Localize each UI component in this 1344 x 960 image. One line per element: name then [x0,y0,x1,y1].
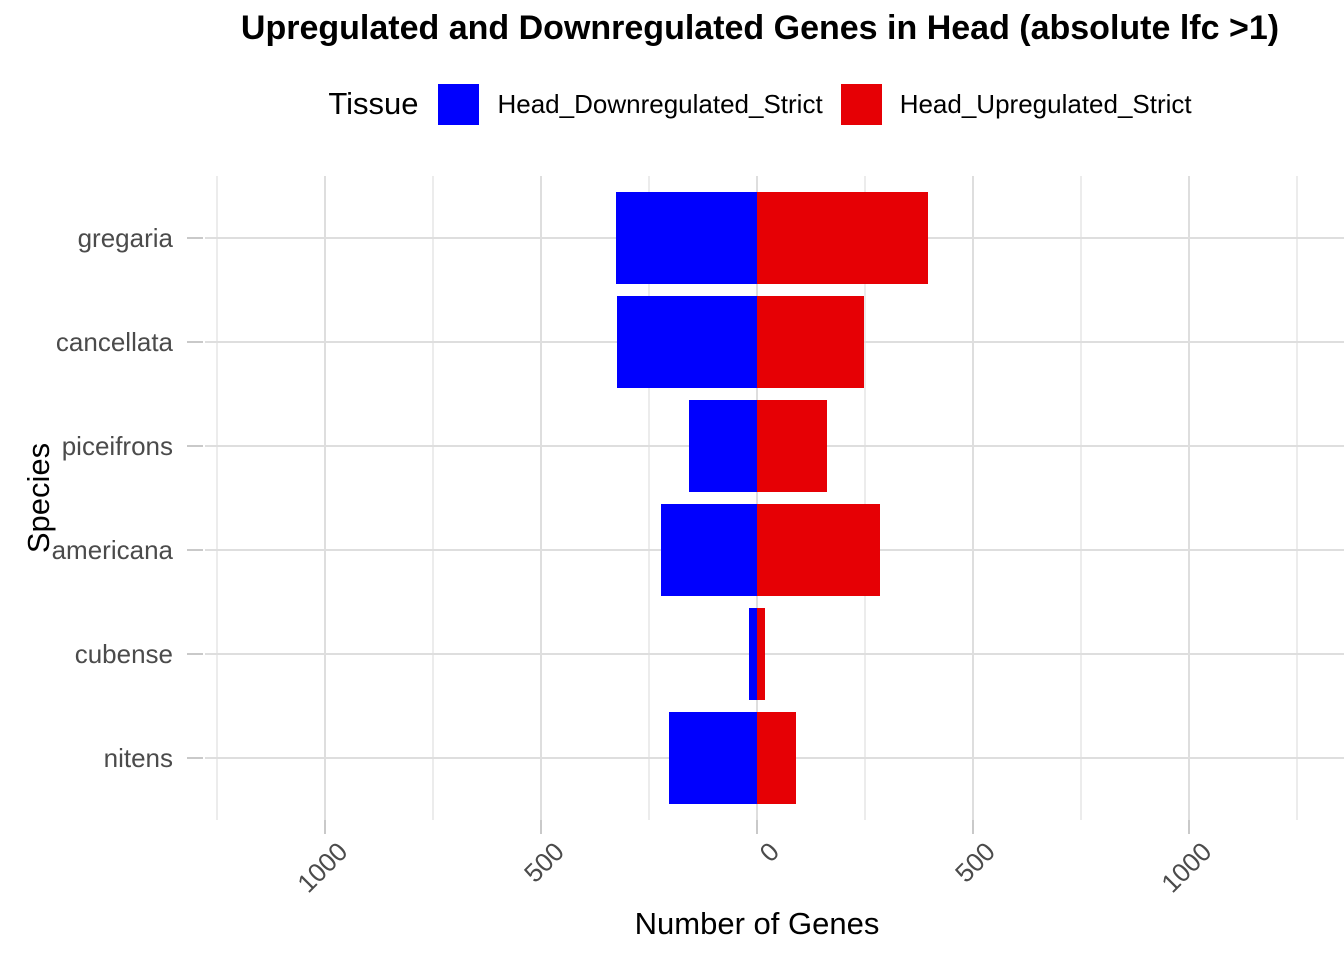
bar-gregaria-upregulated [756,192,929,284]
legend-key-upregulated-swatch [840,83,882,125]
y-axis-tick-cancellata [187,341,203,343]
x-axis-tick-label-1000: 1000 [291,836,354,899]
gridline-vertical-major [539,176,542,820]
y-axis-tick-cubense [187,653,203,655]
gridline-vertical-minor [863,176,866,820]
bar-piceifrons-downregulated [689,400,757,492]
y-axis-label-cancellata: cancellata [55,327,173,357]
gridline-vertical-minor [647,176,650,820]
legend: Tissue Head_Downregulated_Strict Head_Up… [190,82,1330,126]
legend-label-downregulated: Head_Downregulated_Strict [497,88,823,119]
y-axis-label-gregaria: gregaria [77,223,173,253]
x-axis-tick-1000 [1187,820,1190,834]
bar-gregaria-downregulated [616,192,757,284]
y-axis-title: Species [21,442,56,554]
bar-americana-upregulated [756,504,880,596]
bar-cubense-upregulated [756,608,765,700]
gridline-vertical-major [755,176,758,820]
y-axis-tick-gregaria [187,237,203,239]
legend-label-upregulated: Head_Upregulated_Strict [899,88,1192,119]
x-axis-tick-1000 [324,820,327,834]
x-axis-tick-label-0: 0 [753,836,786,868]
legend-key-downregulated-swatch [438,83,480,125]
y-axis-label-cubense: cubense [74,639,173,669]
x-axis-tick-label-500: 500 [949,836,1002,889]
gridline-vertical-major [1187,176,1190,820]
y-axis-tick-nitens [187,757,203,759]
gridline-vertical-minor [1295,176,1298,820]
plot-panel [205,176,1344,820]
bar-nitens-upregulated [756,712,796,804]
y-axis-tick-americana [187,549,203,551]
bar-nitens-downregulated [668,712,757,804]
x-axis-tick-0 [755,820,758,834]
gridline-vertical-minor [431,176,434,820]
gridline-vertical-minor [1079,176,1082,820]
plot-title: Upregulated and Downregulated Genes in H… [240,9,1280,47]
legend-title: Tissue [328,86,419,121]
bar-cancellata-downregulated [616,296,757,388]
gridline-vertical-major [324,176,327,820]
y-axis-label-piceifrons: piceifrons [61,431,173,461]
gridline-vertical-minor [216,176,219,820]
bar-cubense-downregulated [749,608,757,700]
y-axis-label-americana: americana [51,535,173,565]
x-axis-tick-label-1000: 1000 [1154,836,1218,899]
bar-piceifrons-upregulated [756,400,827,492]
gridline-horizontal-cubense [205,653,1344,655]
gridline-vertical-major [971,176,974,820]
x-axis-tick-500 [971,820,974,834]
bar-cancellata-upregulated [756,296,865,388]
y-axis-tick-piceifrons [187,445,203,447]
x-axis-title: Number of Genes [634,906,880,941]
x-axis-tick-500 [539,820,542,834]
x-axis-tick-label-500: 500 [517,836,570,889]
y-axis-labels: gregaria cancellata piceifrons americana cub… [0,176,173,820]
bar-americana-downregulated [660,504,757,596]
y-axis-label-nitens: nitens [103,743,173,773]
